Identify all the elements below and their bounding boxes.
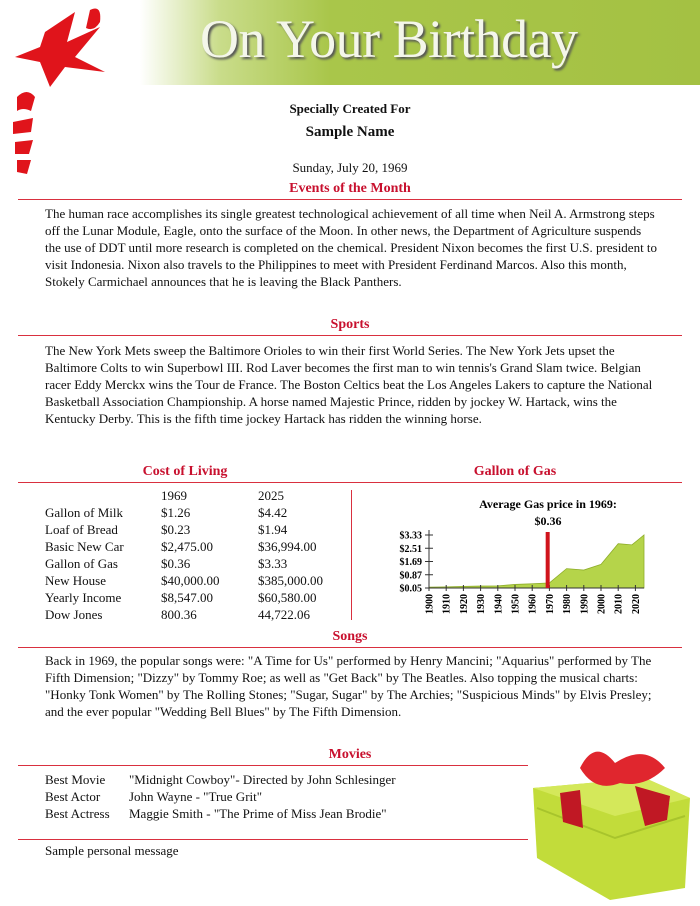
cost-value: $60,580.00 bbox=[258, 590, 317, 605]
x-tick-label: 1970 bbox=[545, 594, 556, 614]
column-header: 1969 bbox=[161, 488, 187, 503]
gas-heading: Gallon of Gas bbox=[473, 464, 557, 479]
cost-value: $2,475.00 bbox=[161, 539, 213, 554]
songs-text: Back in 1969, the popular songs were: "A… bbox=[45, 653, 652, 719]
cost-value: $1.26 bbox=[161, 505, 191, 520]
x-tick-label: 1920 bbox=[459, 594, 470, 614]
cost-label: Loaf of Bread bbox=[45, 522, 118, 537]
divider bbox=[18, 482, 682, 483]
cost-heading: Cost of Living bbox=[142, 464, 228, 479]
birth-date: Sunday, July 20, 1969 bbox=[292, 160, 408, 175]
x-tick-label: 1980 bbox=[562, 594, 573, 614]
cost-value: 800.36 bbox=[161, 607, 197, 622]
x-tick-label: 1930 bbox=[476, 594, 487, 614]
cost-label: New House bbox=[45, 573, 107, 588]
recipient-name: Sample Name bbox=[305, 124, 395, 140]
movie-award: Best Actress bbox=[45, 806, 110, 821]
y-tick-label: $0.87 bbox=[400, 570, 423, 581]
cost-value: $1.94 bbox=[258, 522, 288, 537]
movies-heading: Movies bbox=[328, 747, 372, 762]
events-text: The human race accomplishes its single g… bbox=[45, 206, 658, 289]
y-tick-label: $0.05 bbox=[400, 584, 423, 595]
movie-value: Maggie Smith - "The Prime of Miss Jean B… bbox=[129, 806, 387, 821]
cost-label: Yearly Income bbox=[45, 590, 122, 605]
movie-award: Best Movie bbox=[45, 772, 106, 787]
x-tick-label: 2010 bbox=[614, 594, 625, 614]
page-title: On Your Birthday bbox=[200, 9, 578, 69]
personal-message: Sample personal message bbox=[45, 843, 179, 858]
songs-heading: Songs bbox=[332, 629, 368, 644]
gift-box-icon bbox=[533, 751, 690, 900]
cost-value: $4.42 bbox=[258, 505, 288, 520]
x-tick-label: 1900 bbox=[425, 594, 436, 614]
highlight-bar bbox=[545, 532, 550, 588]
y-tick-label: $1.69 bbox=[400, 557, 423, 568]
divider bbox=[18, 765, 528, 766]
sports-heading: Sports bbox=[330, 317, 370, 332]
divider bbox=[18, 839, 528, 840]
cost-value: $0.36 bbox=[161, 556, 191, 571]
y-tick-label: $2.51 bbox=[400, 544, 423, 555]
vertical-divider bbox=[351, 490, 352, 620]
cost-value: $3.33 bbox=[258, 556, 288, 571]
cost-value: $0.23 bbox=[161, 522, 191, 537]
sports-text: The New York Mets sweep the Baltimore Or… bbox=[45, 343, 653, 426]
cost-value: $8,547.00 bbox=[161, 590, 213, 605]
highlight-label: $0.36 bbox=[535, 514, 562, 528]
y-tick-label: $3.33 bbox=[400, 531, 423, 542]
cost-value: $385,000.00 bbox=[258, 573, 323, 588]
area-series bbox=[428, 534, 645, 589]
x-tick-label: 2000 bbox=[597, 594, 608, 614]
x-tick-label: 1910 bbox=[442, 594, 453, 614]
movie-value: John Wayne - "True Grit" bbox=[129, 789, 263, 804]
cost-label: Dow Jones bbox=[45, 607, 103, 622]
gas-price-chart: Average Gas price in 1969: $0.36 $0.05 $0… bbox=[400, 497, 645, 614]
cost-value: $36,994.00 bbox=[258, 539, 317, 554]
cost-value: $40,000.00 bbox=[161, 573, 220, 588]
cost-label: Gallon of Gas bbox=[45, 556, 118, 571]
divider bbox=[18, 335, 682, 336]
movie-award: Best Actor bbox=[45, 789, 101, 804]
x-tick-label: 2020 bbox=[631, 594, 642, 614]
cost-label: Basic New Car bbox=[45, 539, 124, 554]
chart-title: Average Gas price in 1969: bbox=[479, 497, 617, 511]
movie-value: "Midnight Cowboy"- Directed by John Schl… bbox=[129, 772, 396, 787]
x-tick-label: 1950 bbox=[511, 594, 522, 614]
cost-value: 44,722.06 bbox=[258, 607, 310, 622]
divider bbox=[18, 199, 682, 200]
header-banner bbox=[0, 0, 700, 85]
column-header: 2025 bbox=[258, 488, 284, 503]
divider bbox=[18, 647, 682, 648]
subtitle: Specially Created For bbox=[289, 101, 411, 116]
ribbon-bow-icon bbox=[13, 8, 105, 174]
x-tick-label: 1960 bbox=[528, 594, 539, 614]
x-tick-label: 1940 bbox=[493, 594, 504, 614]
cost-label: Gallon of Milk bbox=[45, 505, 123, 520]
x-tick-label: 1990 bbox=[579, 594, 590, 614]
events-heading: Events of the Month bbox=[289, 181, 411, 196]
